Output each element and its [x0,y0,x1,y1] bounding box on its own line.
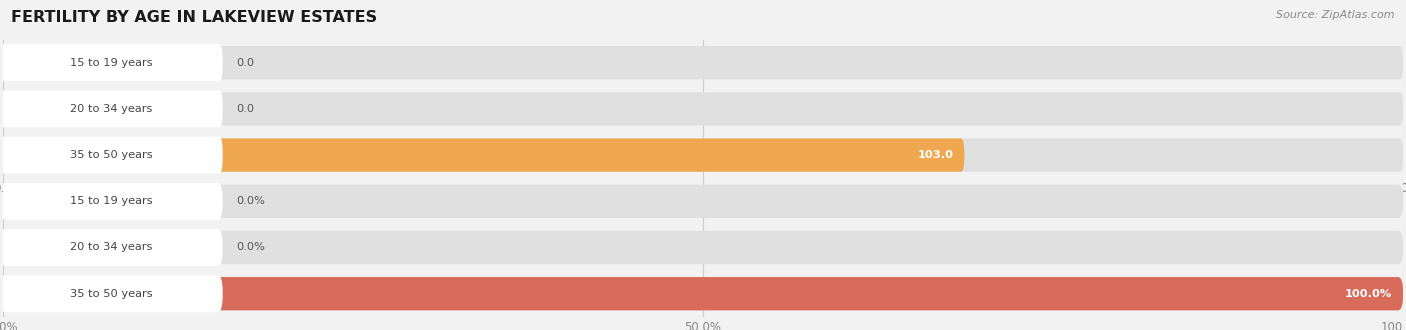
Text: 20 to 34 years: 20 to 34 years [70,243,152,252]
Text: 0.0: 0.0 [236,58,254,68]
Text: 103.0: 103.0 [917,150,953,160]
FancyBboxPatch shape [0,183,222,220]
FancyBboxPatch shape [3,231,1403,264]
FancyBboxPatch shape [3,92,1403,125]
Text: 0.0: 0.0 [236,104,254,114]
FancyBboxPatch shape [3,185,166,218]
FancyBboxPatch shape [0,137,222,174]
FancyBboxPatch shape [3,277,1403,310]
FancyBboxPatch shape [3,139,965,172]
FancyBboxPatch shape [0,275,222,312]
FancyBboxPatch shape [0,90,222,127]
FancyBboxPatch shape [3,92,166,125]
Text: 0.0%: 0.0% [236,243,266,252]
Text: 0.0%: 0.0% [236,196,266,206]
FancyBboxPatch shape [3,277,1403,310]
FancyBboxPatch shape [3,139,219,172]
FancyBboxPatch shape [3,46,1403,79]
FancyBboxPatch shape [3,231,166,264]
Text: FERTILITY BY AGE IN LAKEVIEW ESTATES: FERTILITY BY AGE IN LAKEVIEW ESTATES [11,10,377,25]
Text: 15 to 19 years: 15 to 19 years [70,58,153,68]
FancyBboxPatch shape [3,231,219,264]
FancyBboxPatch shape [3,139,1403,172]
Text: 20 to 34 years: 20 to 34 years [70,104,152,114]
FancyBboxPatch shape [3,277,219,310]
FancyBboxPatch shape [3,46,219,79]
FancyBboxPatch shape [3,185,1403,218]
Text: 100.0%: 100.0% [1344,289,1392,299]
FancyBboxPatch shape [0,44,222,81]
Text: 35 to 50 years: 35 to 50 years [70,289,153,299]
FancyBboxPatch shape [3,46,166,79]
Text: Source: ZipAtlas.com: Source: ZipAtlas.com [1277,10,1395,20]
FancyBboxPatch shape [0,229,222,266]
Text: 15 to 19 years: 15 to 19 years [70,196,153,206]
FancyBboxPatch shape [3,92,219,125]
FancyBboxPatch shape [3,185,219,218]
Text: 35 to 50 years: 35 to 50 years [70,150,153,160]
